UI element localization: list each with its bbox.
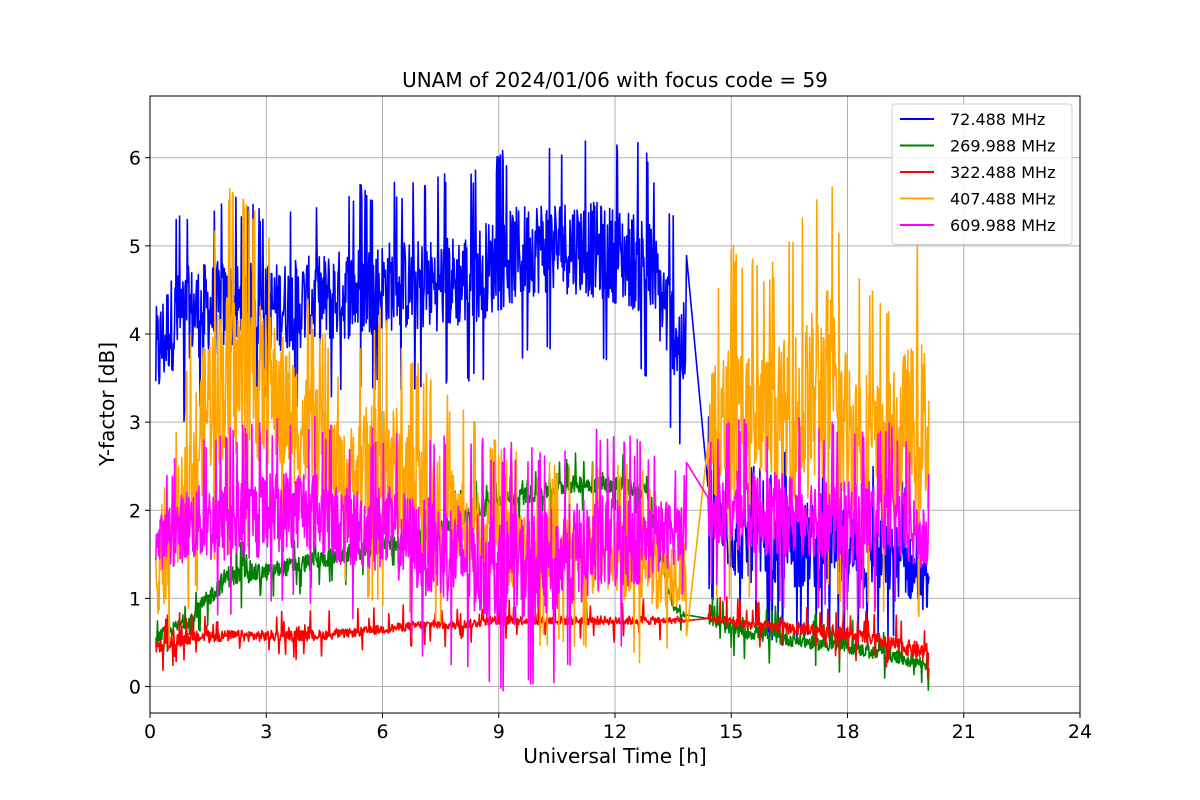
y-axis-label: Y-factor [dB] [95,342,119,467]
legend: 72.488 MHz 269.988 MHz 322.488 MHz 407.488 … [891,103,1073,245]
legend-label: 269.988 MHz [950,137,1055,156]
series-line [155,416,930,692]
legend-label: 322.488 MHz [950,163,1055,182]
x-tick-label: 15 [719,721,743,743]
x-tick-label: 12 [603,721,627,743]
y-tick-label: 4 [129,324,141,346]
chart-title: UNAM of 2024/01/06 with focus code = 59 [402,68,828,92]
y-tick-label: 1 [129,588,141,610]
x-axis-label: Universal Time [h] [523,744,706,768]
y-tick-label: 0 [129,677,141,699]
x-tick-label: 0 [144,721,156,743]
x-tick-label: 3 [260,721,272,743]
plot-area [155,140,930,692]
x-tick-label: 6 [376,721,388,743]
x-tick-label: 24 [1068,721,1092,743]
y-tick-label: 5 [129,236,141,258]
y-tick-label: 2 [129,500,141,522]
y-tick-label: 6 [129,148,141,170]
legend-box [891,103,1073,245]
x-tick-label: 21 [952,721,976,743]
y-tick-label: 3 [129,412,141,434]
legend-label: 609.988 MHz [950,216,1055,235]
x-tick-label: 18 [835,721,859,743]
legend-label: 407.488 MHz [950,190,1055,209]
x-tick-label: 9 [493,721,505,743]
legend-label: 72.488 MHz [950,110,1045,129]
series-line [155,140,930,646]
